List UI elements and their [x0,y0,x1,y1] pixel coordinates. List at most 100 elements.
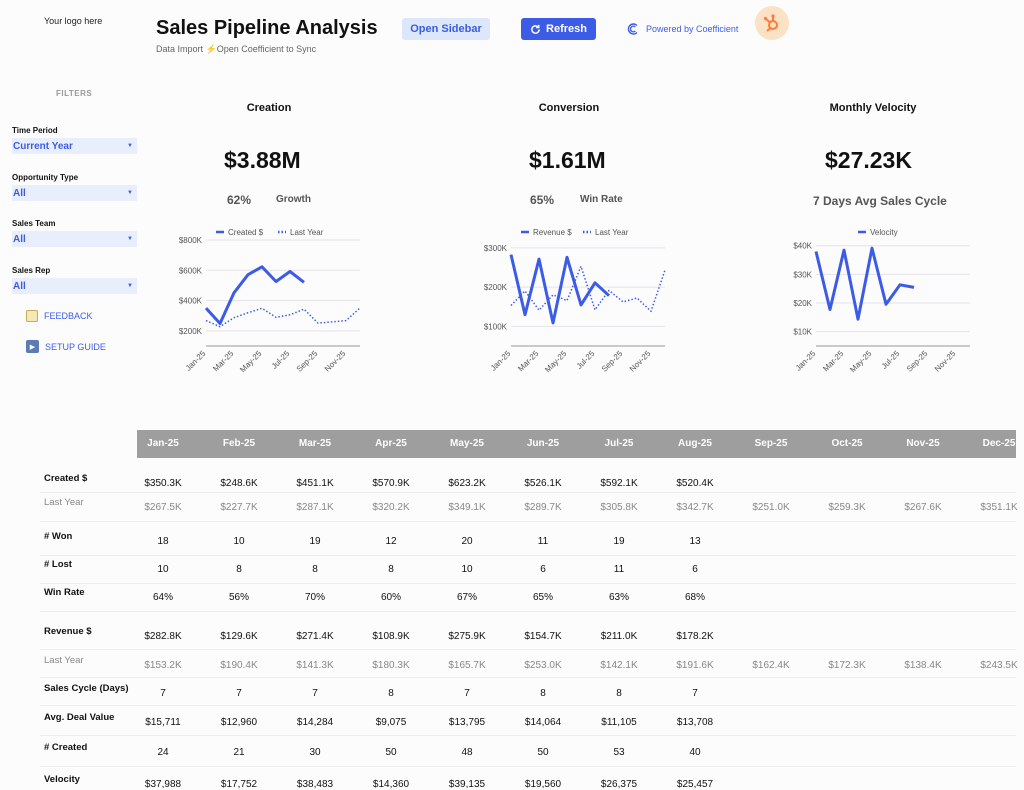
x-tick-label: Sep-25 [295,349,320,374]
creation-kpi-sub: Growth [276,194,311,205]
table-cell: $289.7K [524,502,562,513]
x-tick-label: Nov-25 [628,349,653,374]
filter-label: Opportunity Type [12,173,79,182]
x-tick-label: Jan-25 [794,349,818,373]
table-cell: $13,708 [676,717,714,728]
velocity-line-chart: Velocity $10K $20K $30K $40K Jan-25 Mar-25 May-… [793,228,970,374]
setup-guide-label: SETUP GUIDE [45,341,106,352]
sales-team-select[interactable]: All ▼ [12,231,137,247]
refresh-button[interactable]: Refresh [521,18,596,40]
row-label: Revenue $ [44,626,92,637]
legend-label: Revenue $ [533,228,572,237]
table-cell: $211.0K [600,631,638,642]
table-cell: 7 [464,688,470,699]
created-line-chart: Created $ Last Year $200K $400K $600K $800K Ja… [179,228,361,375]
table-cell: $275.9K [448,631,486,642]
table-cell: 11 [613,564,625,575]
powered-by-link[interactable]: Powered by Coefficient [626,22,738,36]
table-cell: $154.7K [524,631,562,642]
table-cell: $162.4K [752,660,790,671]
last-year-series-line [205,307,361,328]
filter-label: Sales Team [12,219,56,228]
table-cell: 18 [157,536,169,547]
x-tick-label: May-25 [238,349,264,375]
table-cell: 50 [385,747,397,758]
table-cell: 8 [540,688,546,699]
legend-label: Velocity [870,228,898,237]
x-tick-label: Jul-25 [575,349,597,371]
table-cell: $178.2K [676,631,714,642]
table-cell: 19 [613,536,625,547]
row-divider [40,705,1016,706]
legend-label: Last Year [290,228,324,237]
table-cell: 68% [684,592,705,603]
table-cell: $14,064 [524,717,562,728]
row-label: Last Year [44,497,84,508]
table-cell: 67% [456,592,477,603]
y-tick-label: $20K [793,299,812,308]
creation-kpi-pct: 62% [227,193,252,207]
table-cell: $172.3K [828,660,866,671]
table-cell: $141.3K [296,660,334,671]
column-header: Apr-25 [375,438,407,449]
table-cell: 6 [692,564,698,575]
x-tick-label: Mar-25 [211,349,236,374]
table-cell: $342.7K [676,502,714,513]
x-tick-label: Jan-25 [184,349,208,373]
table-cell: $253.0K [524,660,562,671]
table-cell: 11 [537,536,549,547]
table-cell: $153.2K [144,660,182,671]
table-cell: 8 [236,564,242,575]
table-cell: 7 [692,688,698,699]
opportunity-type-select[interactable]: All ▼ [12,185,137,201]
table-cell: 64% [152,592,173,603]
table-cell: $26,375 [600,779,638,790]
open-sidebar-button[interactable]: Open Sidebar [402,18,490,40]
column-header: Oct-25 [831,438,863,449]
notepad-icon [26,310,38,322]
y-tick-label: $600K [179,266,203,275]
feedback-link[interactable]: FEEDBACK [26,310,93,322]
table-cell: $570.9K [372,478,410,489]
sales-rep-select[interactable]: All ▼ [12,278,137,294]
sales-team-filter: Sales Team All ▼ [12,219,137,247]
table-cell: 19 [309,536,321,547]
table-cell: $19,560 [524,779,562,790]
opportunity-type-filter: Opportunity Type All ▼ [12,173,137,201]
table-cell: $350.3K [144,478,182,489]
table-cell: 21 [233,747,245,758]
column-header: Nov-25 [906,438,940,449]
table-cell: $267.5K [144,502,182,513]
table-cell: $351.1K [980,502,1018,513]
table-cell: 8 [388,564,394,575]
column-header: Jun-25 [526,438,560,449]
page-title: Sales Pipeline Analysis [156,17,378,39]
table-cell: $451.1K [296,478,334,489]
time-period-select[interactable]: Current Year ▼ [12,138,137,154]
table-cell: 10 [461,564,473,575]
column-header: Feb-25 [222,438,256,449]
row-label: Velocity [44,774,80,785]
refresh-label: Refresh [546,23,587,35]
y-tick-label: $40K [793,242,812,251]
x-tick-label: Sep-25 [600,349,625,374]
chevron-down-icon: ▼ [127,283,133,289]
table-cell: 7 [236,688,242,699]
table-cell: 30 [309,747,321,758]
refresh-icon [531,24,540,34]
conversion-kpi-value: $1.61M [529,147,606,173]
series-line [509,254,611,325]
lightning-icon: ⚡ [205,44,217,54]
table-cell: 8 [388,688,394,699]
table-cell: $623.2K [448,478,486,489]
y-tick-label: $800K [179,236,203,245]
table-cell: $11,105 [601,717,637,728]
setup-guide-link[interactable]: ▶ SETUP GUIDE [26,340,106,353]
row-divider [40,583,1016,584]
x-tick-label: Jan-25 [489,349,513,373]
table-cell: $287.1K [296,502,334,513]
row-label: Last Year [44,655,84,666]
table-cell: 70% [304,592,325,603]
table-cell: $259.3K [828,502,866,513]
